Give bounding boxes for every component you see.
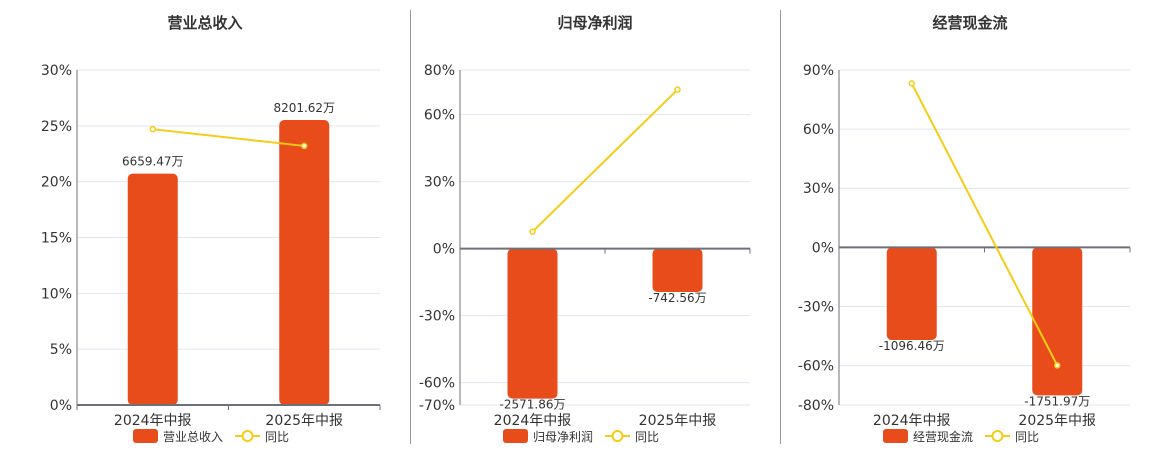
legend-bar-label: 经营现金流 [913,429,973,444]
y-tick-label: 30% [424,175,455,191]
bar [507,248,558,399]
x-tick-label: 2025年中报 [639,413,717,429]
bar-data-label: -1751.97万 [1024,394,1090,408]
yoy-line [531,88,679,233]
x-tick-label: 2025年中报 [265,413,343,429]
legend-line-label: 同比 [265,430,289,444]
bar-data-label: -742.56万 [648,291,706,305]
legend-line-marker [611,430,624,442]
y-tick-label: -70% [419,398,455,414]
bar-data-label: 8201.62万 [273,101,335,115]
yoy-point [674,86,681,93]
y-tick-label: 25% [41,119,72,135]
bar-data-label: -2571.86万 [500,398,566,412]
y-tick-label: 0% [433,242,455,258]
divider [410,10,411,444]
yoy-point [149,125,156,133]
x-tick-label: 2024年中报 [873,413,951,429]
legend-bar-swatch [503,429,528,443]
bar [886,247,937,341]
y-tick-label: -60% [798,359,834,375]
y-tick-label: 80% [424,63,455,79]
yoy-point [529,228,536,235]
y-tick-label: 60% [424,108,455,124]
y-tick-label: 20% [41,175,72,191]
y-tick-label: 30% [41,63,72,79]
divider [780,10,781,444]
bar [652,248,703,292]
x-tick-label: 2024年中报 [494,413,572,429]
legend-line-marker [991,430,1004,442]
bar [1032,247,1083,396]
y-tick-label: 5% [50,342,72,358]
yoy-line [152,128,305,147]
y-tick-label: -60% [419,376,455,392]
y-tick-label: -80% [798,398,834,414]
bar-data-label: -1096.46万 [879,339,945,353]
yoy-line [910,82,1059,366]
yoy-point [1054,362,1061,369]
bar-data-label: 6659.47万 [122,155,184,169]
y-tick-label: 60% [803,122,834,138]
y-tick-label: 15% [41,231,72,247]
legend-line-label: 同比 [1015,430,1039,444]
legend-bar-swatch [883,429,908,443]
chart-title: 经营现金流 [932,14,1008,32]
chart-title: 营业总收入 [167,14,243,32]
y-tick-label: 0% [50,398,72,414]
y-tick-label: -30% [798,299,834,315]
yoy-point [908,80,915,87]
legend-bar-label: 营业总收入 [163,430,223,444]
chart-panel-cash-flow: 经营现金流 [780,0,1160,450]
x-tick-label: 2025年中报 [1018,413,1096,429]
chart-title: 归母净利润 [557,14,633,32]
y-tick-label: 30% [803,181,834,197]
legend-line-label: 同比 [635,430,659,444]
bar [127,173,178,405]
chart-panel-net-profit: 归母净利润 [410,0,780,450]
x-tick-label: 2024年中报 [114,413,192,429]
yoy-point [301,142,308,150]
y-tick-label: 0% [812,240,834,256]
chart-panel-revenue: 营业总收入 [0,0,410,450]
legend-bar-label: 归母净利润 [533,430,593,444]
bar [279,119,330,405]
legend-line-marker [241,430,254,442]
y-tick-label: 10% [41,286,72,302]
y-tick-label: -30% [419,309,455,325]
y-tick-label: 90% [803,63,834,79]
legend-bar-swatch [133,429,158,443]
